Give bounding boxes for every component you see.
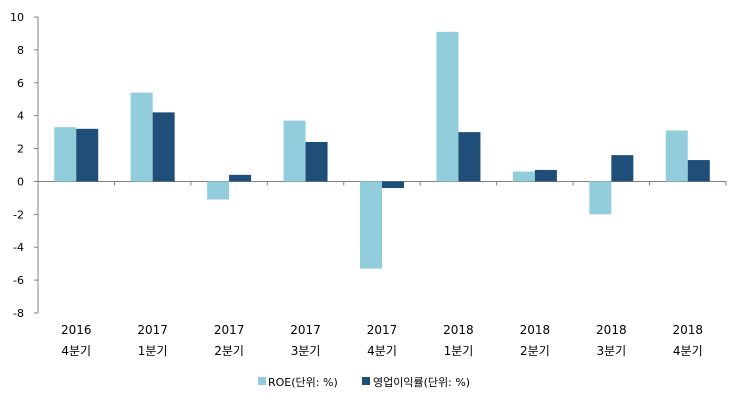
bar-operating-margin — [382, 181, 404, 189]
x-category-year: 2017 — [137, 323, 168, 337]
y-tick-label: -2 — [13, 208, 24, 221]
bar-roe — [283, 120, 306, 182]
bar-operating-margin — [458, 132, 481, 182]
bar-operating-margin — [229, 174, 252, 182]
x-category-quarter: 4분기 — [673, 344, 703, 358]
x-category-year: 2018 — [673, 323, 704, 337]
bar-operating-margin — [611, 155, 634, 182]
y-tick-label: 6 — [17, 77, 24, 90]
bar-roe — [54, 127, 77, 182]
x-category-year: 2017 — [290, 323, 321, 337]
x-category-quarter: 4분기 — [61, 344, 91, 358]
x-category-quarter: 3분기 — [596, 344, 626, 358]
x-category-quarter: 3분기 — [291, 344, 321, 358]
y-tick-label: 0 — [17, 175, 24, 188]
x-category-quarter: 1분기 — [138, 344, 168, 358]
x-category-year: 2018 — [443, 323, 474, 337]
legend-label: 영업이익률(단위: %) — [373, 376, 470, 389]
bar-roe — [436, 31, 459, 182]
bar-operating-margin — [534, 169, 557, 182]
x-category-quarter: 2분기 — [520, 344, 550, 358]
x-category-quarter: 4분기 — [367, 344, 397, 358]
x-category-year: 2018 — [596, 323, 627, 337]
bar-roe — [207, 181, 230, 200]
y-tick-label: 8 — [17, 44, 24, 57]
y-tick-label: 2 — [17, 143, 24, 156]
bar-roe — [589, 181, 612, 215]
x-category-quarter: 2분기 — [214, 344, 244, 358]
y-tick-label: 4 — [17, 110, 24, 123]
bar-operating-margin — [305, 141, 328, 182]
y-tick-label: 10 — [10, 11, 24, 24]
y-tick-label: -4 — [13, 241, 24, 254]
bar-roe — [130, 92, 153, 182]
bar-roe — [665, 130, 688, 182]
y-tick-label: -8 — [13, 307, 24, 320]
bar-operating-margin — [152, 112, 175, 182]
x-category-year: 2017 — [367, 323, 398, 337]
bar-roe — [512, 171, 535, 182]
x-category-year: 2016 — [61, 323, 92, 337]
bar-operating-margin — [687, 160, 710, 182]
legend-swatch — [258, 377, 266, 385]
x-axis-labels: 2016 4분기 2017 1분기 2017 2분기 2017 3분기 2017 4분기 2018 1… — [61, 323, 703, 358]
x-category-year: 2017 — [214, 323, 245, 337]
bar-operating-margin — [76, 128, 99, 182]
bars — [54, 31, 710, 269]
legend-label: ROE(단위: %) — [268, 376, 338, 389]
x-category-quarter: 1분기 — [444, 344, 474, 358]
bar-roe — [360, 181, 382, 269]
y-tick-label: -6 — [13, 274, 24, 287]
legend-swatch — [362, 377, 370, 385]
legend: ROE(단위: %) 영업이익률(단위: %) — [258, 376, 470, 389]
x-category-year: 2018 — [520, 323, 551, 337]
